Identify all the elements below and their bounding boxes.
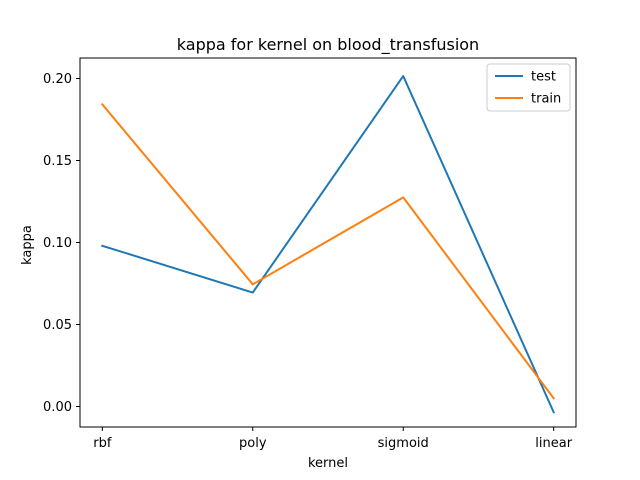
- y-tick-label: 0.15: [43, 154, 72, 169]
- legend-label-train: train: [531, 92, 561, 107]
- series-line-train: [100, 103, 556, 400]
- y-tick-label: 0.20: [43, 72, 72, 87]
- x-axis-label: kernel: [308, 456, 348, 471]
- chart-title: kappa for kernel on blood_transfusion: [177, 35, 479, 55]
- y-tick-label: 0.05: [43, 318, 72, 333]
- y-tick-label: 0.00: [43, 400, 72, 415]
- y-tick-label: 0.10: [43, 236, 72, 251]
- legend: test train: [486, 63, 571, 112]
- y-axis-label: kappa: [20, 225, 35, 265]
- x-tick-label: rbf: [93, 436, 112, 451]
- legend-label-test: test: [531, 70, 556, 85]
- x-tick-label: linear: [535, 436, 572, 451]
- x-tick-label: sigmoid: [378, 436, 429, 451]
- plot-area: rbf poly sigmoid linear 0.00 0.05 0.10 0.15 0.20: [43, 57, 577, 451]
- x-tick-label: poly: [239, 436, 267, 451]
- series-line-test: [101, 75, 556, 414]
- plot-frame: [79, 57, 577, 428]
